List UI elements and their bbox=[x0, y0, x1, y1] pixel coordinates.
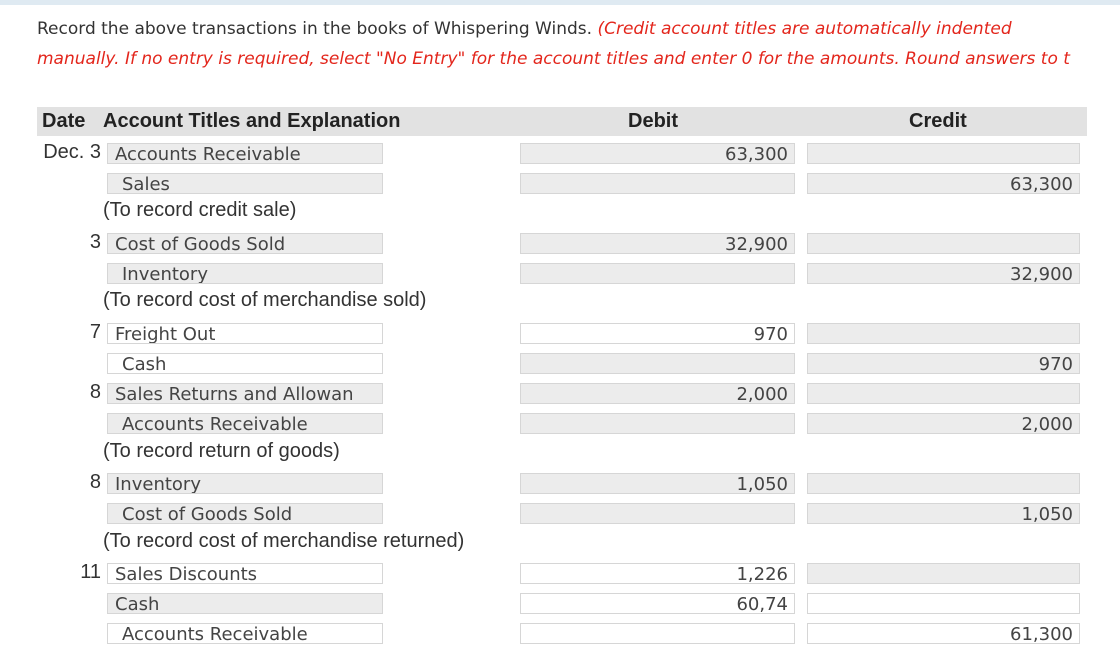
explanation: (To record return of goods) bbox=[103, 440, 340, 462]
credit-field[interactable] bbox=[807, 143, 1080, 164]
header-credit: Credit bbox=[909, 110, 967, 132]
credit-field[interactable] bbox=[807, 233, 1080, 254]
date: 8 bbox=[89, 471, 101, 493]
debit-field[interactable] bbox=[520, 263, 795, 284]
header-debit: Debit bbox=[628, 110, 678, 132]
credit-field[interactable]: 2,000 bbox=[807, 413, 1080, 434]
debit-field[interactable]: 2,000 bbox=[520, 383, 795, 404]
header-date: Date bbox=[42, 110, 86, 132]
date: 8 bbox=[89, 381, 101, 403]
account-field[interactable]: Accounts Receivable bbox=[107, 623, 383, 644]
explanation: (To record credit sale) bbox=[103, 199, 297, 221]
date: Dec. 3 bbox=[43, 141, 101, 163]
debit-field[interactable]: 1,050 bbox=[520, 473, 795, 494]
credit-field[interactable] bbox=[807, 473, 1080, 494]
account-field[interactable]: Cash bbox=[107, 593, 383, 614]
account-field[interactable]: Cost of Goods Sold bbox=[107, 503, 383, 524]
credit-field[interactable] bbox=[807, 593, 1080, 614]
credit-field[interactable]: 970 bbox=[807, 353, 1080, 374]
credit-field[interactable]: 61,300 bbox=[807, 623, 1080, 644]
account-field[interactable]: Accounts Receivable bbox=[107, 413, 383, 434]
debit-field[interactable] bbox=[520, 623, 795, 644]
instructions-line1: Record the above transactions in the boo… bbox=[37, 19, 1120, 39]
debit-field[interactable]: 970 bbox=[520, 323, 795, 344]
credit-field[interactable]: 1,050 bbox=[807, 503, 1080, 524]
credit-field[interactable] bbox=[807, 563, 1080, 584]
debit-field[interactable] bbox=[520, 353, 795, 374]
credit-field[interactable]: 32,900 bbox=[807, 263, 1080, 284]
instructions-note-line2: manually. If no entry is required, selec… bbox=[37, 49, 1070, 69]
debit-field[interactable] bbox=[520, 503, 795, 524]
credit-field[interactable] bbox=[807, 383, 1080, 404]
account-field[interactable]: Cash bbox=[107, 353, 383, 374]
date: 11 bbox=[80, 561, 101, 583]
account-field[interactable]: Freight Out bbox=[107, 323, 383, 344]
explanation: (To record cost of merchandise sold) bbox=[103, 289, 427, 311]
date: 3 bbox=[89, 231, 101, 253]
explanation: (To record cost of merchandise returned) bbox=[103, 530, 465, 552]
debit-field[interactable]: 60,74 bbox=[520, 593, 795, 614]
account-field[interactable]: Sales bbox=[107, 173, 383, 194]
debit-field[interactable] bbox=[520, 173, 795, 194]
instructions-note: (Credit account titles are automatically… bbox=[597, 19, 1012, 39]
account-field[interactable]: Accounts Receivable bbox=[107, 143, 383, 164]
debit-field[interactable]: 63,300 bbox=[520, 143, 795, 164]
top-strip bbox=[0, 0, 1120, 5]
credit-field[interactable] bbox=[807, 323, 1080, 344]
instructions-text: Record the above transactions in the boo… bbox=[37, 19, 593, 39]
debit-field[interactable]: 1,226 bbox=[520, 563, 795, 584]
account-field[interactable]: Inventory bbox=[107, 473, 383, 494]
debit-field[interactable] bbox=[520, 413, 795, 434]
account-field[interactable]: Sales Discounts bbox=[107, 563, 383, 584]
account-field[interactable]: Cost of Goods Sold bbox=[107, 233, 383, 254]
table-header: Date Account Titles and Explanation Debi… bbox=[37, 107, 1087, 136]
debit-field[interactable]: 32,900 bbox=[520, 233, 795, 254]
account-field[interactable]: Inventory bbox=[107, 263, 383, 284]
date: 7 bbox=[89, 321, 101, 343]
header-account: Account Titles and Explanation bbox=[103, 110, 401, 132]
credit-field[interactable]: 63,300 bbox=[807, 173, 1080, 194]
account-field[interactable]: Sales Returns and Allowan bbox=[107, 383, 383, 404]
